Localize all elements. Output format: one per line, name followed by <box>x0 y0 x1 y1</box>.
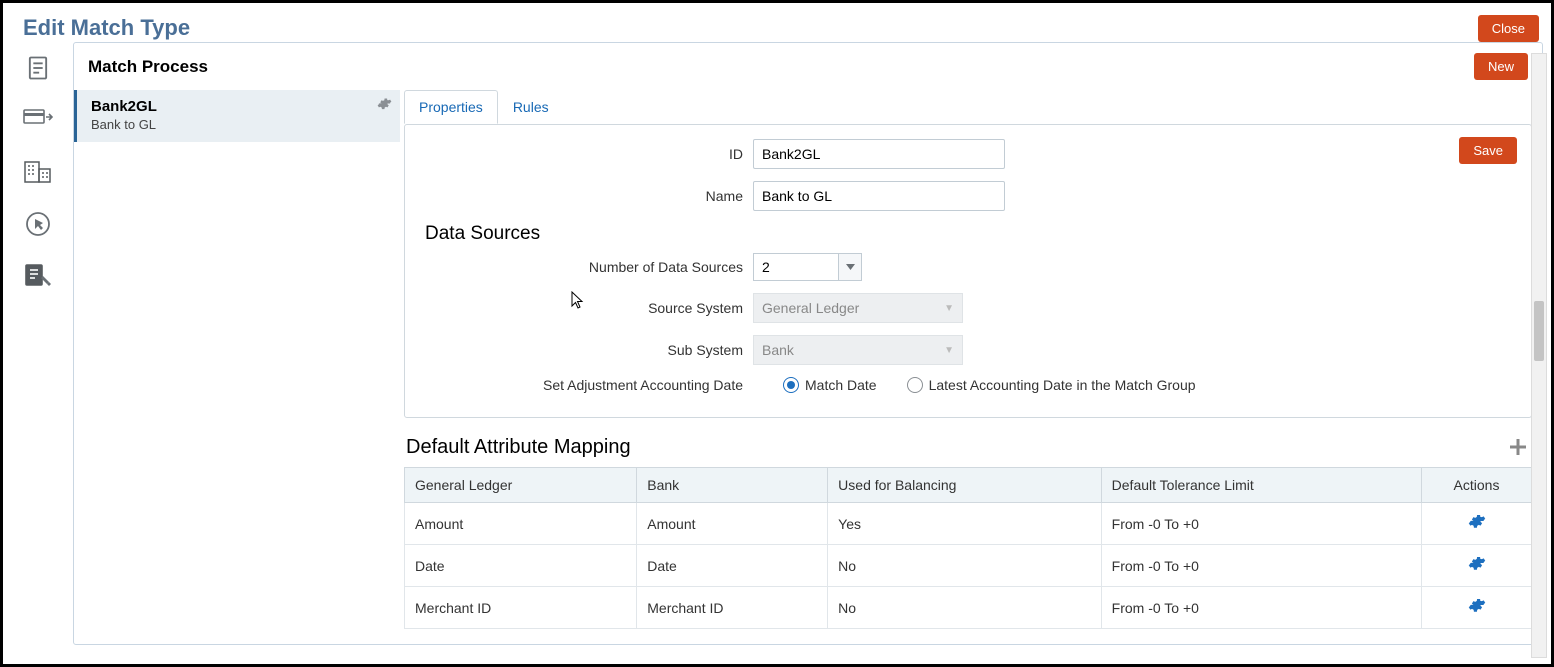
sub-system-select: Bank ▼ <box>753 335 963 365</box>
source-system-label: Source System <box>423 300 753 316</box>
tab-properties[interactable]: Properties <box>404 90 498 124</box>
col-tolerance: Default Tolerance Limit <box>1101 468 1421 503</box>
adjustment-date-label: Set Adjustment Accounting Date <box>423 377 753 393</box>
detail-pane: Properties Rules Save ID Name Data Sourc… <box>400 90 1542 644</box>
cell-gl: Date <box>405 545 637 587</box>
col-bank: Bank <box>637 468 828 503</box>
cell-bank: Date <box>637 545 828 587</box>
cell-balancing: No <box>828 545 1101 587</box>
cell-gl: Amount <box>405 503 637 545</box>
page-title: Edit Match Type <box>23 15 190 41</box>
sub-system-value: Bank <box>762 342 794 358</box>
buildings-icon[interactable] <box>22 156 54 188</box>
section-header: Match Process <box>88 57 208 77</box>
close-button[interactable]: Close <box>1478 15 1539 42</box>
cell-tolerance: From -0 To +0 <box>1101 503 1421 545</box>
table-row: Merchant ID Merchant ID No From -0 To +0 <box>405 587 1532 629</box>
radio-latest-date-label: Latest Accounting Date in the Match Grou… <box>929 377 1196 393</box>
properties-panel: Save ID Name Data Sources Number of Data… <box>404 124 1532 418</box>
table-row: Amount Amount Yes From -0 To +0 <box>405 503 1532 545</box>
save-button[interactable]: Save <box>1459 137 1517 164</box>
num-sources-dropdown[interactable] <box>838 253 862 281</box>
scrollbar[interactable] <box>1531 53 1547 658</box>
radio-match-date-label: Match Date <box>805 377 877 393</box>
transfer-icon[interactable] <box>22 104 54 136</box>
source-system-value: General Ledger <box>762 300 859 316</box>
process-item-bank2gl[interactable]: Bank2GL Bank to GL <box>74 90 400 142</box>
cell-gl: Merchant ID <box>405 587 637 629</box>
cell-tolerance: From -0 To +0 <box>1101 545 1421 587</box>
document-icon[interactable] <box>22 52 54 84</box>
radio-match-date[interactable] <box>783 377 799 393</box>
col-general-ledger: General Ledger <box>405 468 637 503</box>
cell-tolerance: From -0 To +0 <box>1101 587 1421 629</box>
col-actions: Actions <box>1422 468 1532 503</box>
id-label: ID <box>423 146 753 162</box>
scrollbar-thumb[interactable] <box>1534 301 1544 361</box>
source-system-select: General Ledger ▼ <box>753 293 963 323</box>
process-list: Bank2GL Bank to GL <box>74 90 400 644</box>
row-actions-gear-icon[interactable] <box>1468 598 1486 618</box>
radio-latest-date[interactable] <box>907 377 923 393</box>
process-desc: Bank to GL <box>91 117 370 132</box>
cell-bank: Amount <box>637 503 828 545</box>
table-row: Date Date No From -0 To +0 <box>405 545 1532 587</box>
row-actions-gear-icon[interactable] <box>1468 514 1486 534</box>
name-input[interactable] <box>753 181 1005 211</box>
mapping-heading: Default Attribute Mapping <box>406 436 631 459</box>
gear-icon[interactable] <box>377 96 392 115</box>
process-name: Bank2GL <box>91 98 370 115</box>
cell-balancing: No <box>828 587 1101 629</box>
chevron-down-icon: ▼ <box>944 303 954 314</box>
name-label: Name <box>423 188 753 204</box>
mapping-table: General Ledger Bank Used for Balancing D… <box>404 467 1532 629</box>
tab-rules[interactable]: Rules <box>498 90 564 124</box>
icon-rail <box>3 42 73 653</box>
cursor-circle-icon[interactable] <box>22 208 54 240</box>
sub-system-label: Sub System <box>423 342 753 358</box>
cell-balancing: Yes <box>828 503 1101 545</box>
content-area: Match Process New Bank2GL Bank to GL Pro… <box>73 42 1543 645</box>
edit-doc-icon[interactable] <box>22 260 54 292</box>
cell-bank: Merchant ID <box>637 587 828 629</box>
id-input[interactable] <box>753 139 1005 169</box>
row-actions-gear-icon[interactable] <box>1468 556 1486 576</box>
num-sources-label: Number of Data Sources <box>423 259 753 275</box>
data-sources-heading: Data Sources <box>425 223 1513 245</box>
add-mapping-button[interactable] <box>1504 438 1532 461</box>
chevron-down-icon: ▼ <box>944 345 954 356</box>
col-balancing: Used for Balancing <box>828 468 1101 503</box>
new-button[interactable]: New <box>1474 53 1528 80</box>
num-sources-input[interactable] <box>753 253 838 281</box>
